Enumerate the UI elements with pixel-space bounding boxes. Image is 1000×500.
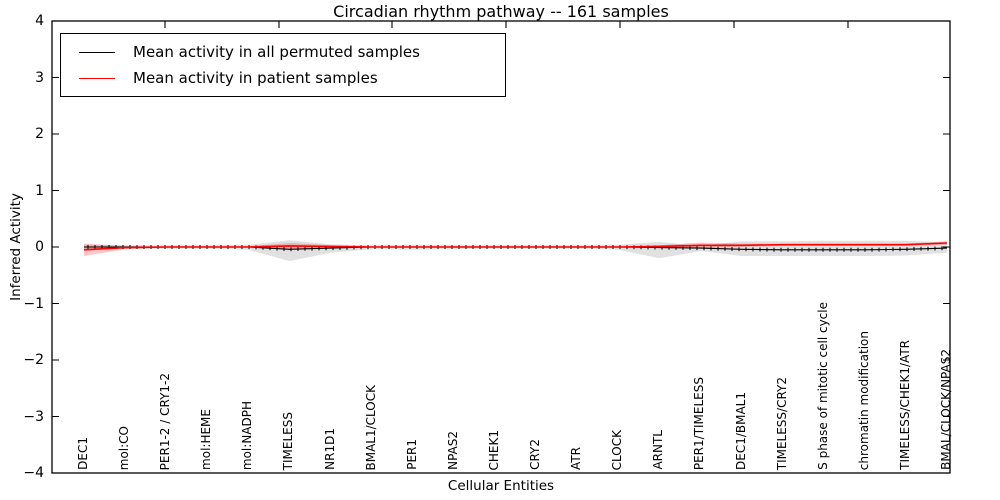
y-tick-label: −1 — [23, 295, 44, 312]
x-tick-label: PER1-2 / CRY1-2 — [158, 372, 173, 470]
x-tick-label: BMAL1/CLOCK — [363, 384, 378, 471]
y-tick-label: 0 — [35, 239, 44, 255]
axis-ticks — [52, 20, 950, 474]
x-tick-label: NPAS2 — [445, 431, 460, 470]
x-tick-label: chromatin modification — [856, 330, 871, 470]
y-tick-label: 1 — [35, 182, 44, 199]
legend-box: Mean activity in all permuted samples Me… — [60, 33, 506, 97]
y-tick-label: 2 — [35, 126, 44, 142]
legend-item-patient: Mean activity in patient samples — [79, 69, 493, 87]
x-tick-label: BMAL/CLOCK/NPAS2 — [939, 349, 953, 470]
x-tick-label: PER1 — [404, 439, 419, 470]
x-tick-label: CRY2 — [528, 439, 543, 470]
patient-mean-line — [83, 242, 948, 251]
patient-line-swatch — [79, 77, 115, 79]
y-tick-label: 4 — [35, 13, 44, 29]
x-tick-label: PER1/TIMELESS — [692, 376, 707, 470]
y-tick-label: −4 — [23, 465, 44, 481]
x-tick-label: DEC1/BMAL1 — [733, 392, 748, 470]
x-tick-label: mol:NADPH — [240, 400, 255, 470]
x-tick-label: TIMELESS/CRY2 — [774, 376, 789, 470]
x-tick-label: ATR — [569, 447, 584, 470]
x-tick-label: TIMELESS/CHEK1/ATR — [897, 340, 912, 470]
legend-label-patient: Mean activity in patient samples — [133, 69, 378, 87]
x-tick-label: S phase of mitotic cell cycle — [815, 302, 830, 470]
x-tick-label: mol:HEME — [199, 409, 214, 470]
chart-title: Circadian rhythm pathway -- 161 samples — [333, 2, 669, 21]
x-tick-label: ARNTL — [651, 430, 666, 470]
x-axis-label: Cellular Entities — [447, 478, 555, 494]
x-tick-label: TIMELESS — [281, 411, 296, 470]
legend-label-permuted: Mean activity in all permuted samples — [133, 43, 420, 61]
legend-item-permuted: Mean activity in all permuted samples — [79, 43, 493, 61]
x-tick-label: CHEK1 — [486, 429, 501, 471]
x-tick-label: CLOCK — [610, 429, 625, 470]
x-tick-label: NR1D1 — [322, 428, 337, 470]
y-tick-label: −2 — [23, 352, 44, 368]
y-tick-label: 3 — [35, 69, 44, 86]
permuted-std-band — [84, 240, 947, 262]
permuted-line-swatch — [79, 51, 115, 53]
x-tick-label: DEC1 — [76, 437, 90, 470]
y-tick-label: −3 — [23, 408, 44, 425]
x-tick-label: mol:CO — [117, 425, 132, 470]
